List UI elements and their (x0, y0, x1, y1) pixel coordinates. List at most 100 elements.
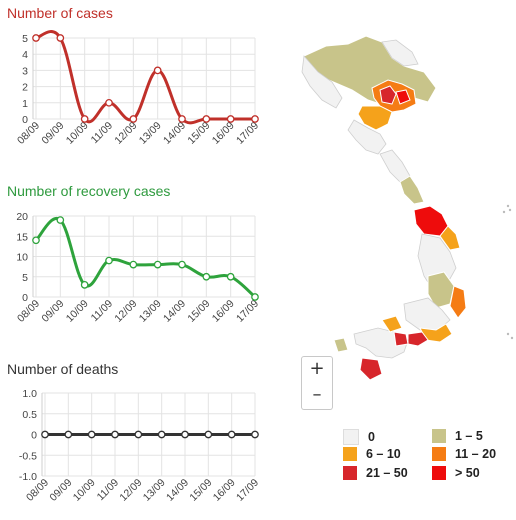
legend-swatch (432, 466, 446, 480)
data-point (153, 66, 162, 75)
y-tick-label: 3 (22, 65, 28, 77)
data-point (202, 272, 211, 281)
legend-item-5: > 50 (432, 466, 480, 480)
legend-item-4: 21 – 50 (343, 466, 408, 480)
legend-label: 6 – 10 (366, 447, 401, 461)
y-tick-label: 0.5 (22, 409, 37, 421)
x-tick-label: 14/09 (164, 477, 191, 504)
map-region-ninhbinh (357, 105, 393, 131)
y-tick-label: 20 (16, 211, 28, 223)
legend-label: 0 (368, 430, 375, 444)
x-tick-label: 15/09 (187, 477, 214, 504)
data-point (251, 430, 259, 439)
data-point (32, 236, 40, 245)
data-point (202, 115, 211, 123)
data-point (41, 430, 49, 439)
y-tick-label: 1 (22, 98, 28, 110)
legend-item-3: 11 – 20 (432, 447, 496, 461)
x-tick-label: 09/09 (47, 477, 74, 504)
y-tick-label: 4 (22, 49, 28, 61)
legend-label: 21 – 50 (366, 466, 408, 480)
data-point (32, 34, 40, 42)
legend-item-0: 0 (343, 429, 375, 445)
map-region-thanhhoa (347, 119, 387, 155)
y-tick-label: 5 (22, 33, 28, 45)
series-line (34, 216, 256, 299)
y-tick-label: 10 (16, 252, 28, 264)
map-region-quangnam (439, 225, 461, 251)
legend-item-2: 6 – 10 (343, 447, 401, 461)
data-point (129, 260, 138, 269)
y-tick-label: 2 (22, 82, 28, 94)
data-point (134, 430, 143, 439)
deaths-chart-title: Number of deaths (7, 361, 119, 377)
data-point (251, 115, 259, 123)
cases-chart-title: Number of cases (7, 5, 113, 21)
data-point (227, 430, 236, 439)
legend-item-1: 1 – 5 (432, 429, 483, 443)
data-point (251, 293, 259, 301)
data-point (56, 216, 65, 224)
map-region-hanoi (379, 85, 397, 105)
data-point (129, 115, 138, 123)
zoom-out-button[interactable]: – (301, 383, 333, 410)
legend-swatch (343, 466, 357, 480)
data-point (64, 430, 73, 439)
data-point (178, 260, 186, 269)
recovery-chart-title: Number of recovery cases (7, 183, 171, 199)
legend-swatch (432, 429, 446, 443)
vietnam-choropleth-map[interactable] (296, 28, 516, 408)
map-region-danang (413, 205, 449, 237)
map-svg (301, 35, 514, 381)
x-tick-label: 11/09 (95, 477, 122, 504)
data-point (56, 34, 65, 42)
series-line (35, 30, 255, 125)
map-island-east-1 (506, 204, 510, 208)
x-tick-label: 10/09 (71, 477, 98, 504)
map-region-northwest (301, 55, 343, 109)
data-point (153, 260, 162, 269)
map-island-southeast-2 (510, 336, 514, 340)
y-tick-label: 0 (22, 292, 28, 304)
map-region-khanhhoa (449, 285, 467, 319)
map-region-haiduong (395, 89, 411, 105)
legend-label: 1 – 5 (455, 429, 483, 443)
legend-swatch (343, 429, 359, 445)
legend-swatch (343, 447, 357, 461)
map-region-kiengiang (333, 337, 349, 353)
data-point (178, 115, 186, 123)
x-tick-label: 16/09 (211, 477, 238, 504)
map-region-northeast (381, 39, 419, 67)
data-point (157, 430, 166, 439)
map-island-east-3 (502, 210, 506, 214)
map-island-southeast-1 (506, 332, 510, 336)
data-point (105, 256, 113, 265)
data-point (80, 280, 89, 289)
y-tick-label: 1.0 (22, 388, 37, 400)
y-tick-label: 0 (31, 430, 37, 442)
zoom-in-button[interactable]: + (301, 356, 333, 384)
data-point (87, 430, 96, 439)
map-region-longan (381, 315, 403, 333)
legend-swatch (432, 447, 446, 461)
y-tick-label: 15 (16, 231, 28, 243)
y-tick-label: -1.0 (19, 471, 37, 483)
map-region-tiengiang (393, 331, 409, 347)
x-tick-label: 13/09 (141, 477, 168, 504)
data-point (226, 115, 235, 123)
map-region-camau (359, 357, 383, 381)
map-island-east-2 (508, 208, 512, 212)
legend-label: 11 – 20 (455, 447, 497, 461)
data-point (181, 430, 189, 439)
y-tick-label: 0 (22, 114, 28, 126)
x-tick-label: 17/09 (234, 477, 261, 504)
x-tick-label: 12/09 (117, 477, 144, 504)
data-point (226, 272, 235, 281)
data-point (105, 98, 113, 107)
map-region-nghean (379, 149, 411, 183)
data-point (111, 430, 119, 439)
data-point (80, 115, 89, 123)
